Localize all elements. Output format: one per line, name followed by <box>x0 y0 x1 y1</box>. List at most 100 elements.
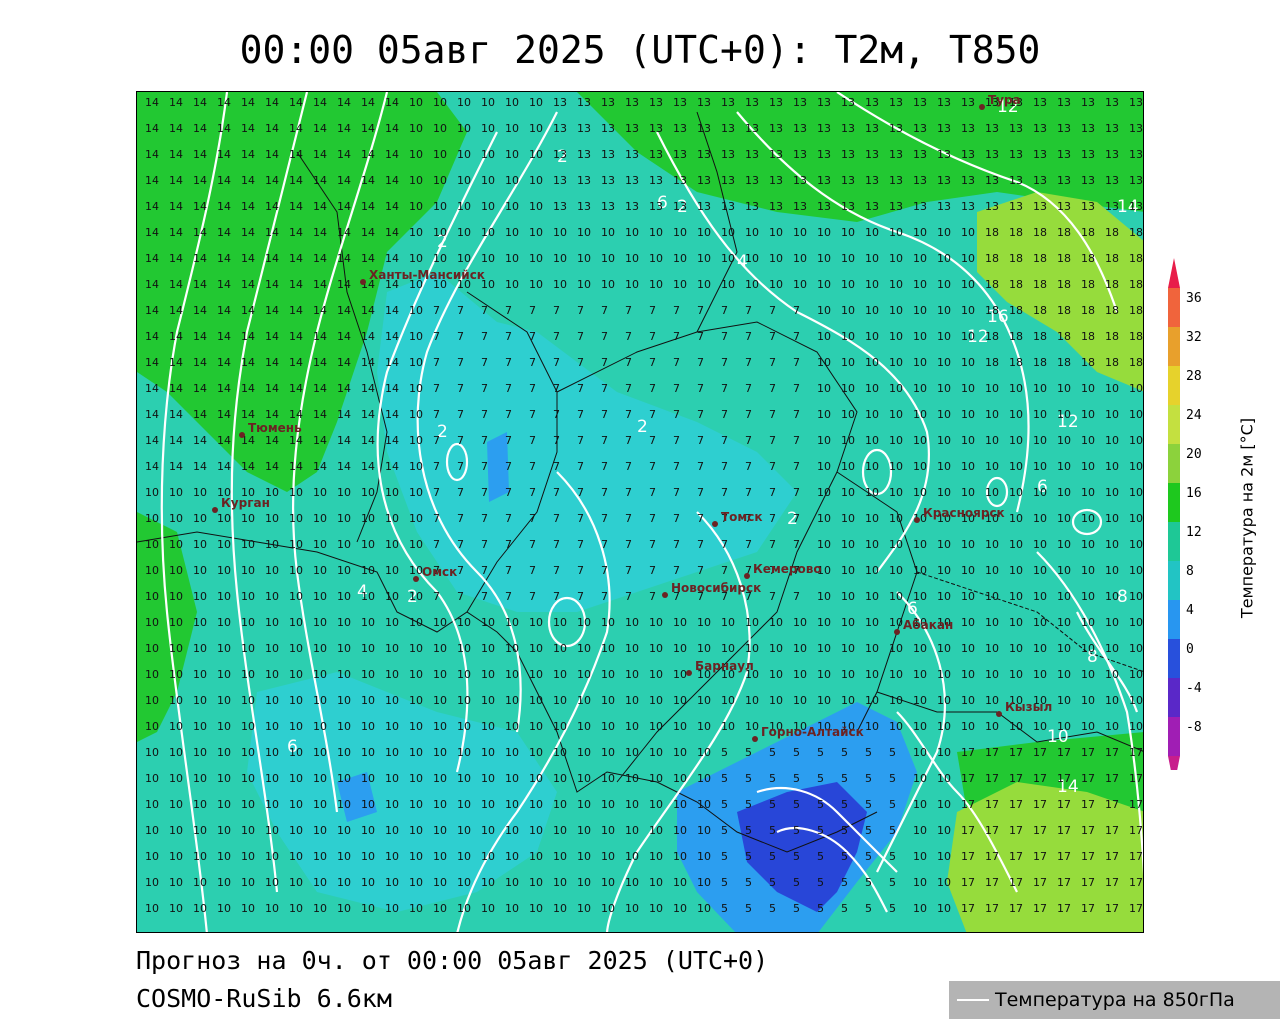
grid-value: 7 <box>793 460 800 473</box>
grid-value: 7 <box>505 512 512 525</box>
grid-value: 10 <box>841 512 855 525</box>
colorbar-segment <box>1168 639 1180 678</box>
grid-value: 10 <box>1009 694 1023 707</box>
grid-value: 17 <box>1129 850 1143 863</box>
grid-value: 10 <box>145 512 159 525</box>
grid-value: 5 <box>793 902 800 915</box>
grid-value: 13 <box>1105 200 1119 213</box>
grid-value: 7 <box>601 356 608 369</box>
grid-value: 10 <box>481 850 495 863</box>
grid-value: 10 <box>433 850 447 863</box>
grid-value: 10 <box>265 694 279 707</box>
city-label: Барнаул <box>695 659 754 673</box>
grid-value: 10 <box>985 668 999 681</box>
grid-value: 7 <box>481 590 488 603</box>
grid-value: 14 <box>313 174 327 187</box>
grid-value: 10 <box>289 486 303 499</box>
colorbar-tick-label: 24 <box>1186 408 1202 423</box>
grid-value: 10 <box>457 798 471 811</box>
grid-value: 10 <box>937 824 951 837</box>
grid-value: 10 <box>409 330 423 343</box>
grid-value: 10 <box>289 902 303 915</box>
grid-value: 7 <box>601 460 608 473</box>
grid-value: 13 <box>1129 96 1143 109</box>
grid-value: 5 <box>793 746 800 759</box>
city-marker <box>712 521 718 527</box>
grid-value: 7 <box>625 434 632 447</box>
grid-value: 10 <box>817 226 831 239</box>
grid-value: 13 <box>1105 148 1119 161</box>
grid-value: 10 <box>553 226 567 239</box>
grid-value: 10 <box>913 460 927 473</box>
grid-value: 10 <box>961 252 975 265</box>
grid-value: 13 <box>553 148 567 161</box>
grid-value: 7 <box>793 590 800 603</box>
grid-value: 10 <box>385 798 399 811</box>
grid-value: 10 <box>193 772 207 785</box>
grid-value: 13 <box>1129 122 1143 135</box>
grid-value: 5 <box>865 824 872 837</box>
grid-value: 7 <box>505 460 512 473</box>
grid-value: 10 <box>745 616 759 629</box>
grid-value: 10 <box>865 538 879 551</box>
grid-value: 10 <box>1129 486 1143 499</box>
colorbar-tick-label: 36 <box>1186 291 1202 306</box>
grid-value: 14 <box>217 96 231 109</box>
grid-value: 10 <box>769 278 783 291</box>
grid-value: 10 <box>1129 590 1143 603</box>
grid-value: 7 <box>673 434 680 447</box>
grid-value: 14 <box>265 200 279 213</box>
grid-value: 7 <box>625 564 632 577</box>
grid-value: 10 <box>937 642 951 655</box>
grid-value: 17 <box>1033 824 1047 837</box>
grid-value: 10 <box>1081 720 1095 733</box>
grid-value: 10 <box>265 564 279 577</box>
grid-value: 10 <box>817 694 831 707</box>
grid-value: 10 <box>337 590 351 603</box>
grid-value: 13 <box>577 122 591 135</box>
grid-value: 18 <box>1129 356 1143 369</box>
grid-value: 13 <box>697 200 711 213</box>
grid-value: 17 <box>961 798 975 811</box>
grid-value: 14 <box>385 434 399 447</box>
grid-value: 14 <box>241 304 255 317</box>
grid-value: 10 <box>505 616 519 629</box>
grid-value: 14 <box>337 356 351 369</box>
grid-value: 5 <box>865 876 872 889</box>
grid-value: 10 <box>625 902 639 915</box>
grid-value: 13 <box>985 200 999 213</box>
grid-value: 18 <box>1057 226 1071 239</box>
grid-value: 10 <box>1033 512 1047 525</box>
grid-value: 10 <box>457 252 471 265</box>
grid-value: 14 <box>361 174 375 187</box>
grid-value: 10 <box>505 824 519 837</box>
grid-value: 10 <box>337 746 351 759</box>
grid-value: 10 <box>409 694 423 707</box>
grid-value: 14 <box>265 434 279 447</box>
isotherm-label: 8 <box>1117 587 1128 607</box>
grid-value: 10 <box>817 668 831 681</box>
grid-value: 14 <box>361 434 375 447</box>
grid-value: 14 <box>265 96 279 109</box>
grid-value: 10 <box>193 512 207 525</box>
grid-value: 10 <box>1009 434 1023 447</box>
grid-value: 7 <box>697 512 704 525</box>
grid-value: 18 <box>1129 252 1143 265</box>
colorbar-segment <box>1168 327 1180 366</box>
grid-value: 10 <box>577 824 591 837</box>
grid-value: 14 <box>385 304 399 317</box>
grid-value: 10 <box>697 902 711 915</box>
grid-value: 10 <box>169 824 183 837</box>
grid-value: 10 <box>409 616 423 629</box>
grid-value: 5 <box>721 902 728 915</box>
grid-value: 10 <box>865 668 879 681</box>
grid-value: 13 <box>961 122 975 135</box>
grid-value: 5 <box>769 876 776 889</box>
grid-value: 10 <box>601 694 615 707</box>
grid-value: 10 <box>193 902 207 915</box>
grid-value: 10 <box>985 720 999 733</box>
grid-value: 7 <box>577 512 584 525</box>
grid-value: 10 <box>313 850 327 863</box>
grid-value: 10 <box>817 642 831 655</box>
grid-value: 14 <box>289 122 303 135</box>
